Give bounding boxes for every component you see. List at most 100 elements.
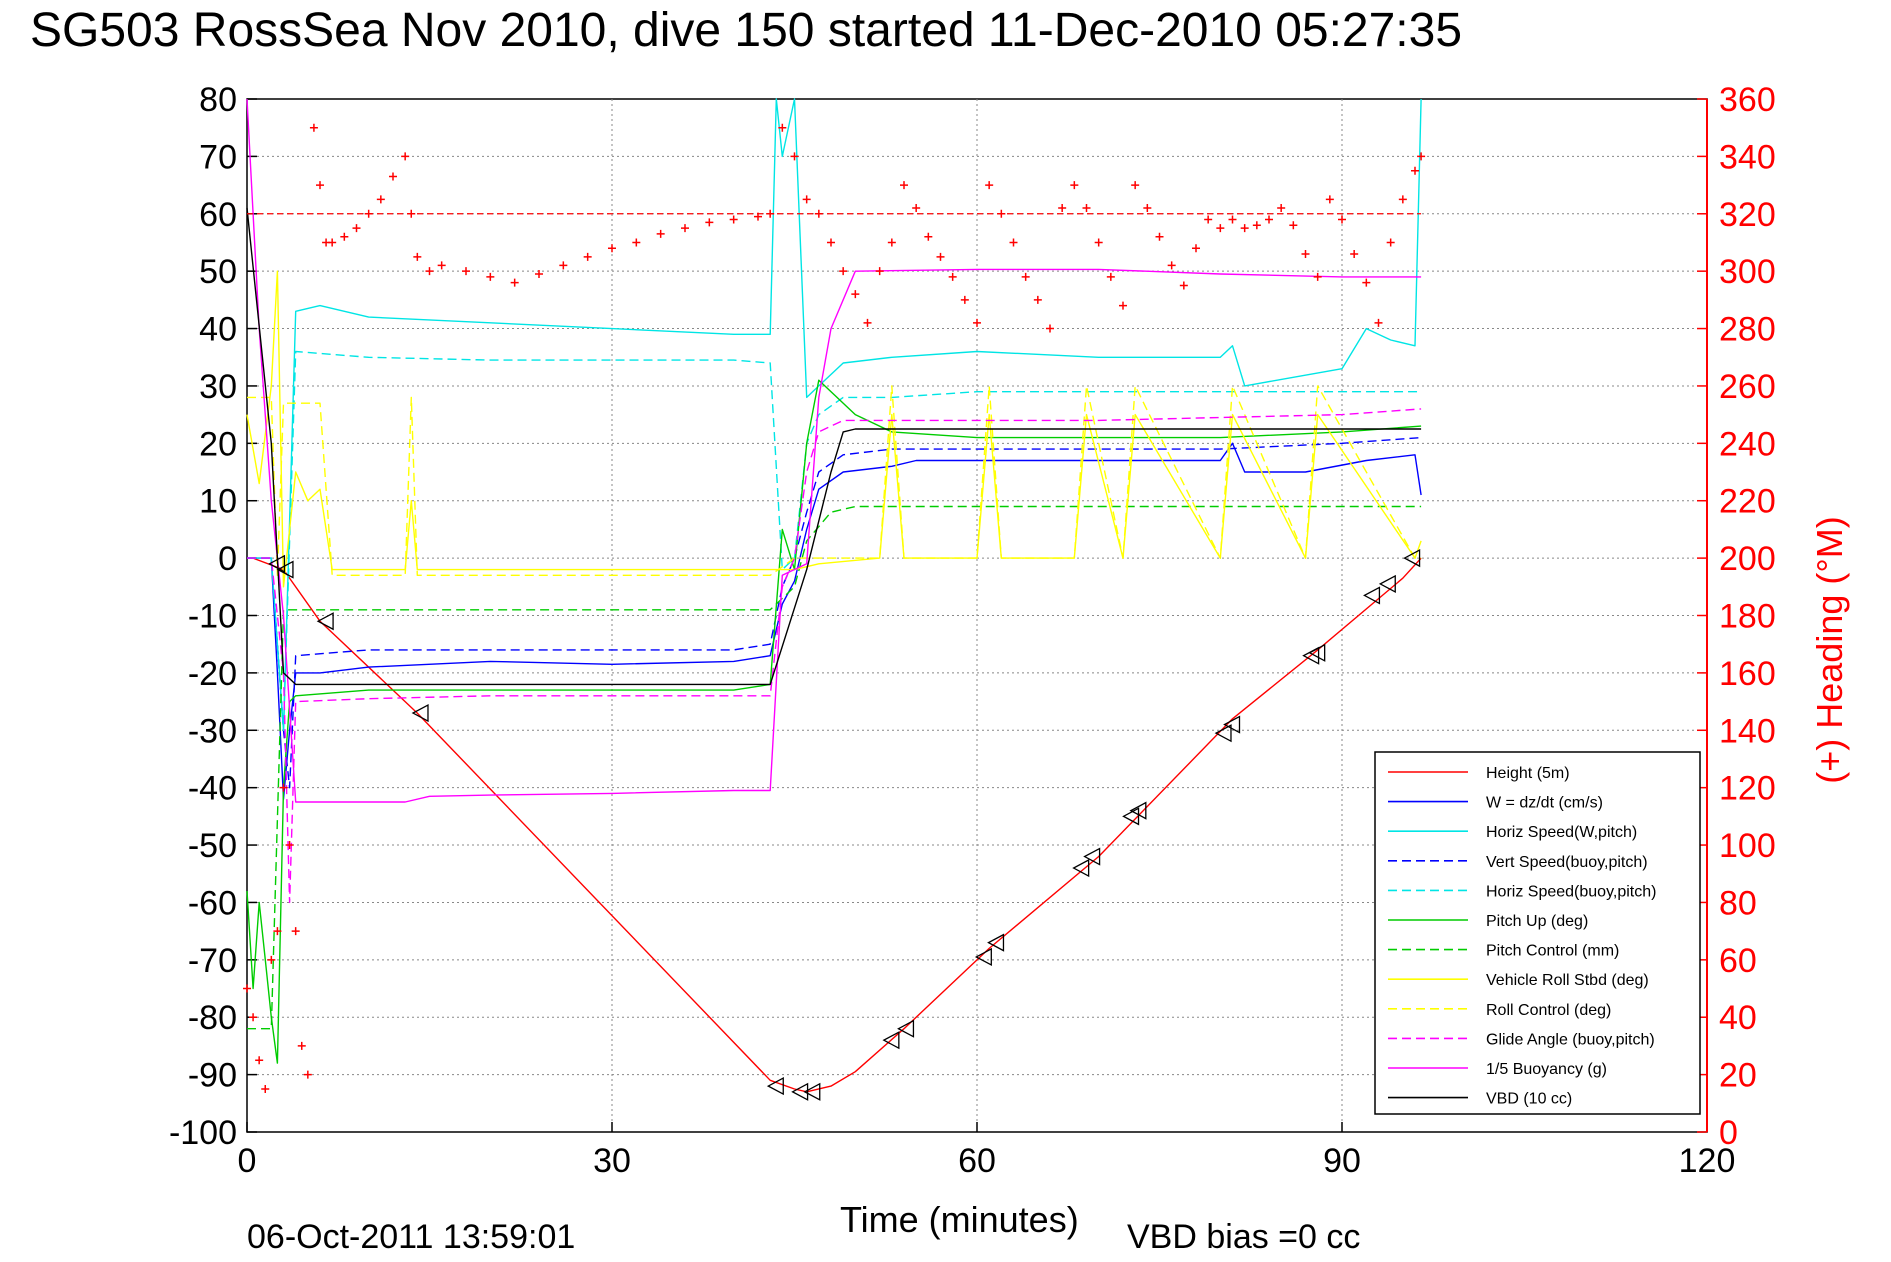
heading-point [510, 278, 519, 287]
x-tick-label: 0 [238, 1142, 257, 1180]
triangle-marker [1403, 549, 1421, 568]
heading-point [1411, 166, 1419, 175]
heading-point [766, 209, 775, 218]
triangle-marker [791, 1082, 809, 1101]
legend: Height (5m) W = dz/dt (cm/s) Horiz Speed(W… [1374, 751, 1701, 1115]
heading-point [279, 783, 288, 792]
y-right-tick-label: 80 [1719, 884, 1757, 922]
triangle-marker [974, 947, 992, 967]
y-right-tick-label: 360 [1719, 81, 1776, 119]
y-right-tick-label: 320 [1719, 196, 1776, 234]
heading-point [1228, 215, 1237, 224]
heading-point [790, 152, 799, 161]
heading-point [754, 212, 762, 221]
heading-point [729, 215, 738, 224]
triangle-marker [1083, 847, 1101, 866]
triangle-marker [1378, 574, 1396, 594]
heading-point [900, 181, 908, 190]
triangle-marker [1214, 724, 1232, 743]
heading-point [1362, 278, 1371, 287]
heading-point [1058, 204, 1067, 213]
y-tick-label: 10 [199, 483, 237, 521]
heading-point [1070, 181, 1079, 190]
heading-point [267, 955, 276, 964]
marker-layer [268, 549, 1421, 1101]
heading-point [1417, 152, 1426, 161]
heading-point [1106, 272, 1115, 281]
y-right-tick-label: 300 [1719, 253, 1776, 291]
x-tick-label: 120 [1679, 1142, 1736, 1180]
y-right-tick-label: 20 [1719, 1057, 1757, 1095]
heading-point [535, 270, 543, 279]
heading-point [948, 272, 957, 281]
heading-point [1325, 195, 1334, 204]
series-line-12 [246, 207, 1422, 686]
heading-point [316, 181, 324, 190]
heading-point [632, 238, 641, 247]
triangle-marker [276, 560, 294, 579]
y-tick-label: 20 [199, 425, 237, 463]
heading-point [1204, 215, 1213, 224]
heading-point [936, 252, 945, 261]
heading-point [1119, 301, 1127, 310]
heading-point [1009, 238, 1018, 247]
heading-point [656, 229, 665, 238]
heading-point [1192, 244, 1200, 253]
triangle-marker [1122, 807, 1140, 826]
heading-point [1143, 204, 1152, 213]
triangle-marker [882, 1031, 900, 1050]
heading-point [303, 1070, 312, 1079]
triangle-marker [766, 1077, 784, 1096]
heading-point [924, 232, 933, 241]
triangle-marker [1072, 858, 1090, 878]
x-axis: 0 30 60 90 120 [238, 1122, 1736, 1180]
heading-point [1338, 215, 1346, 224]
y-tick-label: -20 [188, 655, 237, 693]
legend-label-8: Vehicle Roll Stbd (deg) [1486, 972, 1649, 989]
heading-layer [243, 123, 1426, 1093]
heading-point [863, 318, 872, 327]
series-line-11 [246, 98, 1422, 803]
heading-point [249, 1013, 258, 1022]
heading-point [839, 267, 848, 276]
heading-point [1386, 238, 1395, 247]
y-tick-label: 50 [199, 253, 237, 291]
y-tick-label: -60 [188, 884, 237, 922]
heading-point [1289, 221, 1298, 230]
x-axis-label: Time (minutes) [840, 1199, 1079, 1240]
heading-point [705, 218, 714, 227]
heading-point [997, 209, 1006, 218]
footer-vbd-bias: VBD bias =0 cc [1127, 1218, 1360, 1256]
legend-label-3: Horiz Speed(W,pitch) [1486, 824, 1637, 841]
series-line-2 [247, 442, 1422, 800]
series-line-9 [247, 385, 1422, 576]
legend-box [1374, 751, 1701, 1115]
y-right-tick-label: 180 [1719, 598, 1776, 636]
heading-point [1155, 232, 1164, 241]
y-right-tick-label: 60 [1719, 942, 1757, 980]
y-tick-label: 70 [199, 138, 237, 176]
y-tick-label: -80 [188, 999, 237, 1037]
heading-point [681, 224, 689, 233]
heading-point [1265, 215, 1273, 224]
heading-point [875, 267, 884, 276]
chart-title: SG503 RossSea Nov 2010, dive 150 started… [30, 4, 1462, 57]
heading-point [960, 295, 969, 304]
heading-point [389, 172, 397, 181]
heading-point [328, 238, 337, 247]
triangle-marker [803, 1082, 821, 1101]
heading-point [413, 252, 422, 261]
triangle-marker [1223, 715, 1241, 734]
y-tick-label: -70 [188, 942, 237, 980]
heading-point [1046, 324, 1054, 333]
y-tick-label: -30 [188, 712, 237, 750]
legend-label-10: Glide Angle (buoy,pitch) [1486, 1031, 1655, 1048]
right-axis: 0 20 40 60 80 100 120 140 160 180 200 220 240 260 280 3… [1697, 81, 1776, 1152]
heading-point [802, 195, 811, 204]
heading-point [340, 232, 349, 241]
triangle-marker [1363, 586, 1381, 605]
heading-point [1216, 224, 1225, 233]
legend-label-12: VBD (10 cc) [1486, 1091, 1572, 1108]
heading-point [261, 1084, 270, 1093]
heading-point [559, 261, 568, 270]
